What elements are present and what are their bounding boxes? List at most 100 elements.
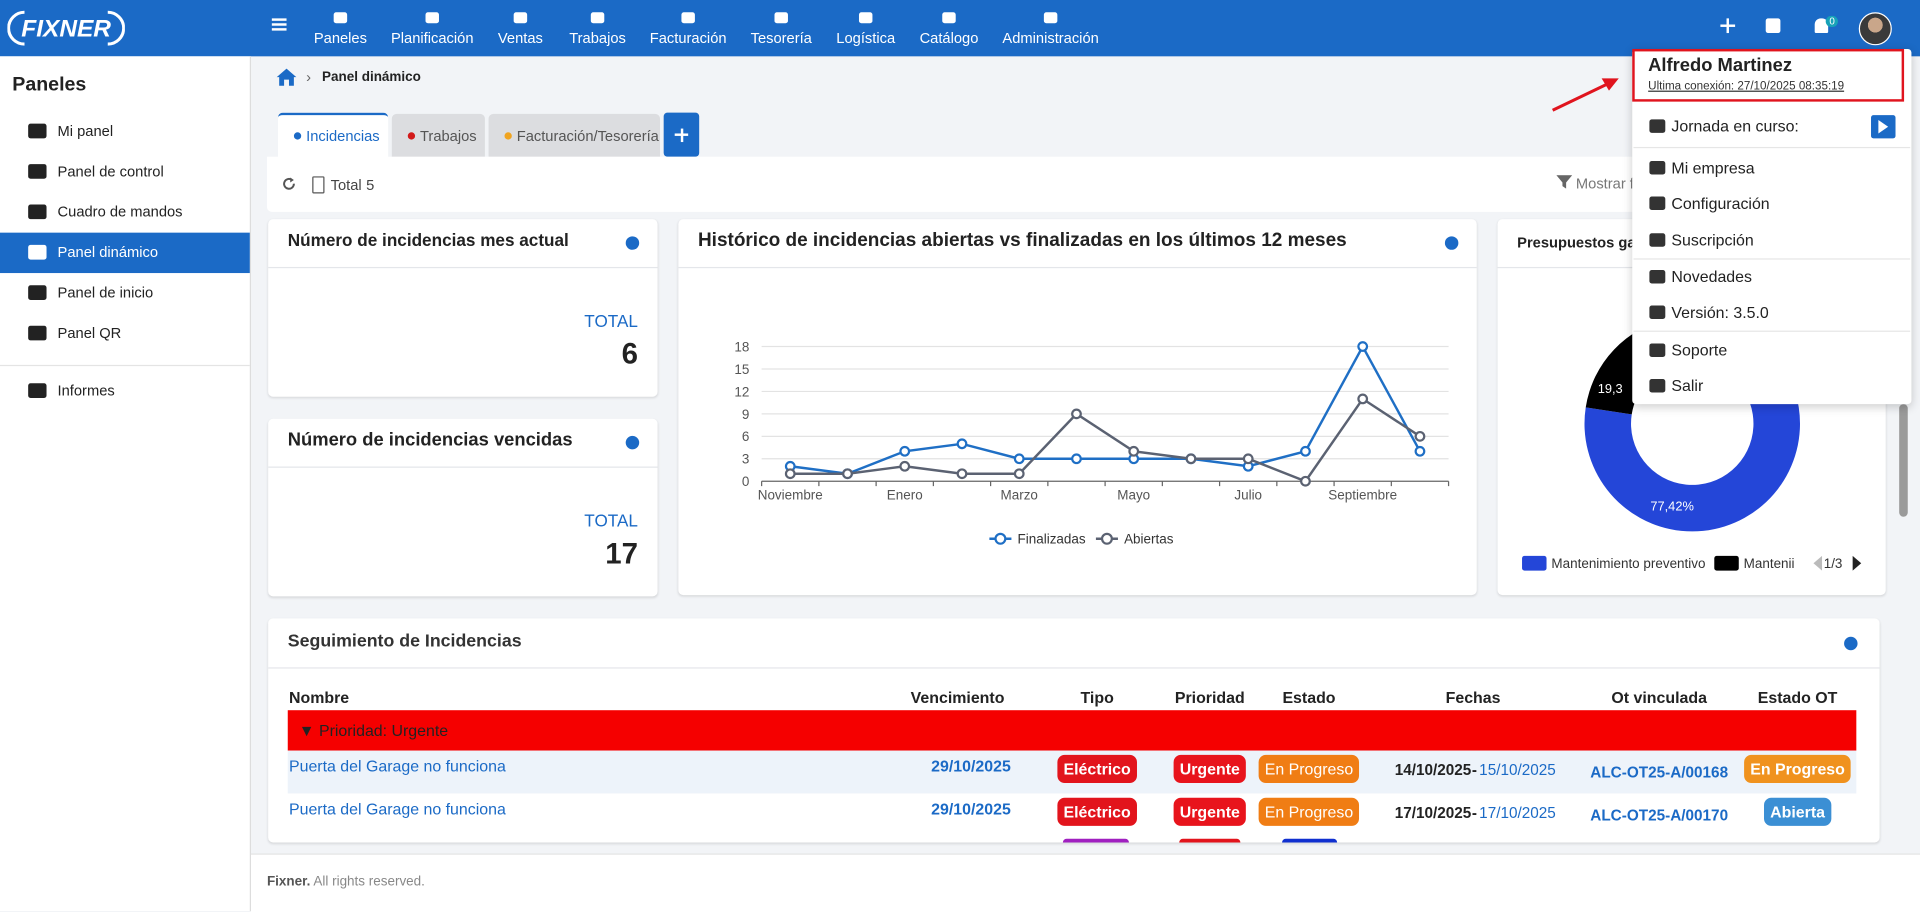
badge: Urgente [1173,754,1246,784]
sidebar-item[interactable]: Informes [57,382,115,400]
partial-badge [1282,838,1338,843]
incident-name[interactable]: Puerta del Garage no funciona [288,799,506,818]
sidebar-item[interactable]: Mi panel [57,122,114,140]
logo: FIXNER [21,16,111,43]
series-line [790,343,1422,475]
play-icon [1878,120,1889,134]
kpi-value: 6 [621,337,638,372]
data-point [1357,393,1369,405]
home-icon[interactable] [276,67,298,87]
info-icon[interactable] [1844,636,1858,651]
data-point [899,445,911,457]
menu-icon [1649,343,1666,357]
divider [268,466,658,468]
menu-item[interactable]: Mi empresa [1671,158,1755,177]
menu-item[interactable]: Soporte [1671,341,1728,360]
data-point [1357,341,1369,352]
user-name: Alfredo Martinez [1648,55,1793,76]
start-date: 17/10/2025 [1394,804,1472,822]
nav-item[interactable]: Planificación [390,29,474,47]
info-icon[interactable] [1444,236,1459,250]
partial-badge [1062,838,1129,843]
nav-item[interactable]: Administración [1002,29,1099,47]
sidebar-item[interactable]: Panel de inicio [57,284,154,302]
card-title: Número de incidencias mes actual [287,230,569,250]
end-date: 17/10/2025 [1479,804,1556,822]
column-header: Ot vinculada [1611,688,1707,707]
tab-dot [293,132,302,140]
scrollbar-thumb[interactable] [1899,404,1908,517]
sidebar-item[interactable]: Panel QR [57,324,122,342]
highlight-box [1632,48,1905,102]
sidebar-item[interactable]: Panel dinámico [57,243,159,261]
badge: Eléctrico [1057,797,1137,826]
menu-item[interactable]: Configuración [1671,194,1770,213]
tab-dot [407,132,416,140]
refresh-icon[interactable] [282,176,297,191]
menu-item[interactable]: Salir [1671,376,1704,395]
data-point [1071,453,1082,465]
nav-icon [333,12,348,24]
slice-label: 19,3 [1598,381,1623,396]
ot-link[interactable]: ALC-OT25-A/00170 [1590,806,1729,825]
due-date: 29/10/2025 [931,799,1011,818]
slice-label: 77,42% [1650,499,1694,514]
add-icon [1726,18,1729,34]
tab[interactable] [391,113,485,157]
kpi-card [268,418,658,597]
y-tick-label: 9 [742,407,749,422]
y-tick-label: 18 [734,339,749,354]
legend-marker [1100,532,1113,545]
data-point [842,468,853,480]
footer-brand: Fixner. [266,874,311,889]
data-point [1071,408,1082,420]
menu-item[interactable]: Suscripción [1671,230,1754,250]
bell-icon[interactable] [1814,18,1829,34]
partial-badge [1179,838,1241,843]
data-point [784,468,796,480]
badge: Eléctrico [1057,754,1137,784]
divider [268,667,1880,669]
info-icon[interactable] [625,236,640,250]
nav-item[interactable]: Ventas [497,29,543,47]
ot-status: En Progreso [1744,754,1851,784]
sidebar [0,56,252,912]
nav-item[interactable]: Trabajos [569,29,626,47]
sidebar-item[interactable]: Cuadro de mandos [57,203,183,221]
data-point [1128,445,1140,457]
nav-icon [681,12,695,24]
menu-icon [1649,196,1666,210]
data-point [1300,445,1311,457]
menu-toggle[interactable] [271,18,287,21]
data-point [1013,453,1025,465]
nav-icon [858,12,873,24]
data-point [956,438,968,450]
incident-name[interactable]: Puerta del Garage no funciona [288,756,506,776]
nav-icon [1043,12,1058,24]
menu-item[interactable]: Versión: 3.5.0 [1671,303,1769,322]
nav-item[interactable]: Facturación [649,29,727,47]
tab[interactable] [488,113,660,157]
avatar[interactable] [1858,12,1892,46]
sidebar-item[interactable]: Panel de control [57,162,164,180]
kpi-value: 17 [605,537,638,571]
nav-item[interactable]: Catálogo [919,29,979,47]
date-sep: - [1471,761,1477,779]
filter-toggle[interactable]: Mostrar fi [1575,175,1638,193]
time-icon[interactable] [1765,18,1781,34]
group-label: ▼ Prioridad: Urgente [298,721,449,740]
menu-item[interactable]: Jornada en curso: [1671,116,1799,136]
breadcrumb: Panel dinámico [322,69,421,85]
nav-item[interactable]: Paneles [313,29,367,47]
user-menu [1632,48,1912,405]
ot-link[interactable]: ALC-OT25-A/00168 [1590,764,1729,782]
menu-item[interactable]: Novedades [1671,267,1752,286]
date-sep: - [1471,804,1477,822]
filter-icon[interactable] [1556,175,1573,189]
info-icon[interactable] [625,435,640,450]
nav-item[interactable]: Logística [836,29,896,47]
nav-item[interactable]: Tesorería [750,29,812,47]
nav-icon [942,12,956,24]
